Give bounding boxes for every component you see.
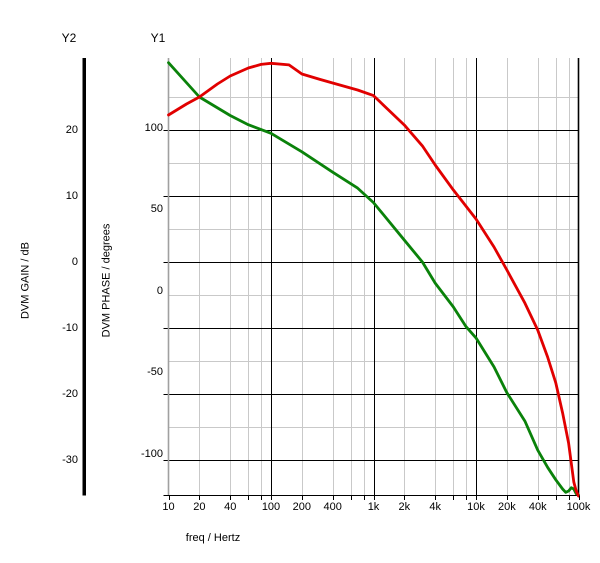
phase-tick-label: 50 <box>150 203 163 215</box>
y2-axis-name: Y2 <box>61 31 77 45</box>
major-gridlines <box>163 58 579 496</box>
minor-gridlines <box>168 58 579 496</box>
axis-lines <box>82 58 580 496</box>
phase-tick-label: 100 <box>144 121 163 134</box>
freq-tick-label: 20k <box>497 501 516 513</box>
freq-tick-label: 40k <box>528 501 547 513</box>
phase-tick-label: 0 <box>156 284 163 297</box>
gain-tick-label: -20 <box>62 387 78 400</box>
curves <box>167 61 580 498</box>
freq-tick-label: 100k <box>566 501 591 513</box>
y1-axis-name: Y1 <box>150 31 166 45</box>
freq-tick-label: 2k <box>398 501 411 513</box>
gain-tick-label: 0 <box>71 255 78 268</box>
freq-tick-label: 40 <box>224 501 237 513</box>
y2-axis-line <box>82 58 86 496</box>
freq-tick-label: 200 <box>292 501 312 513</box>
freq-tick-label: 10k <box>467 501 485 513</box>
freq-axis-title: freq / Hertz <box>185 532 241 544</box>
freq-tick-label: 1k <box>367 501 380 513</box>
dvm-gain-curve <box>167 61 580 497</box>
freq-tick-label: 10 <box>162 501 175 513</box>
freq-tick-label: 400 <box>323 501 342 513</box>
gain-tick-label: -10 <box>62 321 78 334</box>
freq-tick-label: 4k <box>429 501 442 513</box>
gain-tick-label: -30 <box>62 453 78 466</box>
dvm-phase-curve <box>167 61 580 498</box>
phase-axis-title: DVM PHASE / degrees <box>100 223 113 338</box>
axis-tick-marks <box>169 495 580 500</box>
freq-tick-label: 20 <box>193 501 206 513</box>
gain-axis-title: DVM GAIN / dB <box>19 241 32 320</box>
gain-tick-label: 20 <box>65 123 78 136</box>
gain-tick-label: 10 <box>65 189 78 202</box>
freq-tick-label: 100 <box>261 501 281 513</box>
phase-tick-label: -50 <box>147 366 163 378</box>
phase-tick-label: -100 <box>140 447 163 460</box>
